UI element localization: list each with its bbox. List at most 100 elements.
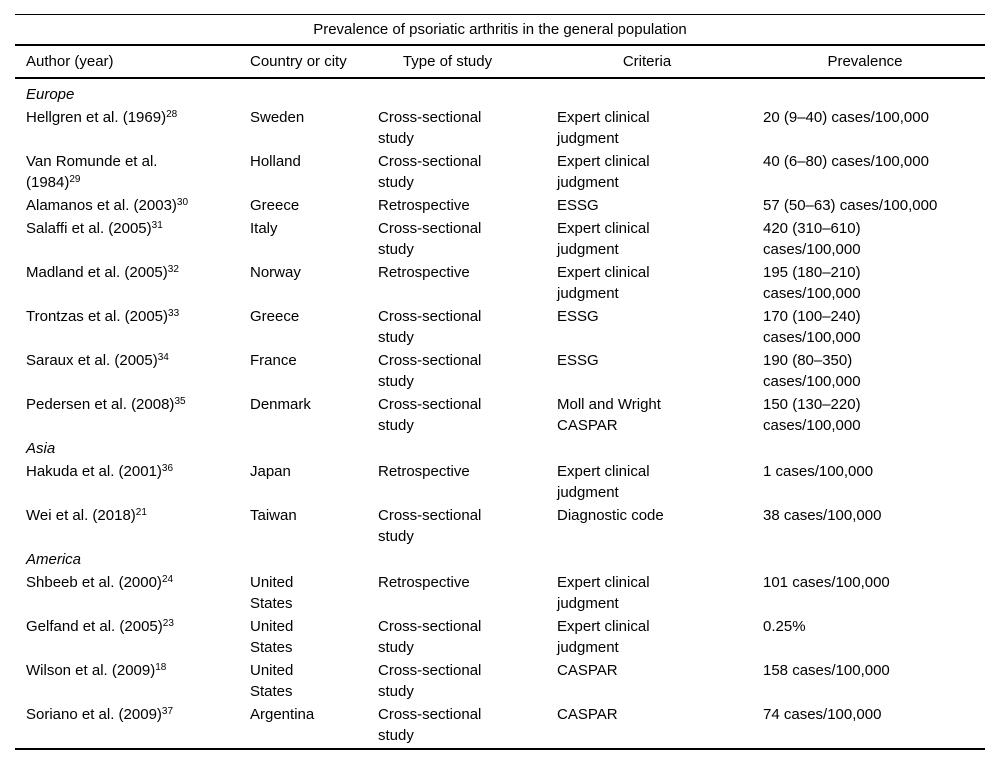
cell-type-of-study: Cross-sectional study	[378, 505, 557, 547]
cell-line: Hellgren et al. (1969)28	[26, 109, 178, 126]
cell-type-of-study: Retrospective	[378, 195, 557, 216]
cell-line: cases/100,000	[763, 417, 861, 434]
cell-type-of-study: Cross-sectional study	[378, 107, 557, 149]
cell-type-of-study: Retrospective	[378, 572, 557, 614]
table-row: Gelfand et al. (2005)23 United States Cross…	[15, 616, 985, 658]
cell-line: study	[378, 329, 414, 346]
cell-line: 1 cases/100,000	[763, 463, 874, 480]
cell-line: 190 (80–350)	[763, 352, 853, 369]
cell-line: States	[250, 683, 293, 700]
cell-author: Alamanos et al. (2003)30	[15, 195, 250, 216]
cell-prevalence: 38 cases/100,000	[763, 505, 985, 547]
cell-line: judgment	[557, 174, 619, 191]
cell-line: Expert clinical	[557, 463, 650, 480]
reference-superscript: 30	[176, 197, 189, 208]
cell-line: Cross-sectional	[378, 352, 482, 369]
cell-line: Denmark	[250, 396, 311, 413]
cell-line: 20 (9–40) cases/100,000	[763, 109, 929, 126]
cell-criteria: Moll and Wright CASPAR	[557, 394, 763, 436]
cell-line: Expert clinical	[557, 153, 650, 170]
reference-superscript: 37	[161, 706, 174, 717]
section-header-asia: Asia	[15, 438, 985, 459]
cell-country: United States	[250, 616, 378, 658]
cell-line: Japan	[250, 463, 291, 480]
cell-line: Cross-sectional	[378, 706, 482, 723]
cell-line: Alamanos et al. (2003)30	[26, 197, 189, 214]
table-row: Wei et al. (2018)21 Taiwan Cross-sectional…	[15, 505, 985, 547]
cell-line: Cross-sectional	[378, 109, 482, 126]
cell-line: study	[378, 130, 414, 147]
table-body: Europe Hellgren et al. (1969)28 Sweden Cros…	[15, 79, 985, 746]
cell-line: ESSG	[557, 352, 599, 369]
cell-type-of-study: Cross-sectional study	[378, 704, 557, 746]
cell-country: Japan	[250, 461, 378, 503]
cell-line: judgment	[557, 484, 619, 501]
cell-prevalence: 150 (130–220) cases/100,000	[763, 394, 985, 436]
cell-country: Greece	[250, 306, 378, 348]
cell-type-of-study: Cross-sectional study	[378, 660, 557, 702]
table-title: Prevalence of psoriatic arthritis in the…	[15, 15, 985, 46]
cell-author: Gelfand et al. (2005)23	[15, 616, 250, 658]
cell-prevalence: 170 (100–240) cases/100,000	[763, 306, 985, 348]
cell-criteria: Expert clinical judgment	[557, 218, 763, 260]
cell-criteria: CASPAR	[557, 704, 763, 746]
reference-superscript: 29	[69, 174, 81, 185]
cell-line: Van Romunde et al.	[26, 153, 158, 170]
cell-prevalence: 20 (9–40) cases/100,000	[763, 107, 985, 149]
cell-line: Saraux et al. (2005)34	[26, 352, 169, 369]
cell-criteria: CASPAR	[557, 660, 763, 702]
cell-line: Holland	[250, 153, 301, 170]
cell-line: 195 (180–210)	[763, 264, 861, 281]
cell-line: Cross-sectional	[378, 618, 482, 635]
cell-country: Greece	[250, 195, 378, 216]
cell-line: study	[378, 373, 414, 390]
cell-line: CASPAR	[557, 706, 618, 723]
cell-criteria: Expert clinical judgment	[557, 262, 763, 304]
cell-line: Trontzas et al. (2005)33	[26, 308, 180, 325]
cell-author: Van Romunde et al. (1984)29	[15, 151, 250, 193]
cell-author: Saraux et al. (2005)34	[15, 350, 250, 392]
cell-prevalence: 190 (80–350) cases/100,000	[763, 350, 985, 392]
cell-prevalence: 74 cases/100,000	[763, 704, 985, 746]
cell-line: Moll and Wright	[557, 396, 661, 413]
prevalence-table: Prevalence of psoriatic arthritis in the…	[15, 14, 985, 750]
cell-line: Salaffi et al. (2005)31	[26, 220, 163, 237]
cell-type-of-study: Cross-sectional study	[378, 350, 557, 392]
cell-line: Retrospective	[378, 574, 470, 591]
cell-author: Madland et al. (2005)32	[15, 262, 250, 304]
cell-author: Wei et al. (2018)21	[15, 505, 250, 547]
cell-line: CASPAR	[557, 417, 618, 434]
cell-type-of-study: Retrospective	[378, 262, 557, 304]
cell-line: 170 (100–240)	[763, 308, 861, 325]
reference-superscript: 21	[135, 507, 147, 518]
reference-superscript: 28	[166, 109, 178, 120]
cell-line: CASPAR	[557, 662, 618, 679]
cell-line: France	[250, 352, 297, 369]
cell-criteria: Expert clinical judgment	[557, 572, 763, 614]
column-header-prevalence: Prevalence	[827, 53, 903, 70]
table-row: Salaffi et al. (2005)31 Italy Cross-sectio…	[15, 218, 985, 260]
table-row: Soriano et al. (2009)37 Argentina Cross-se…	[15, 704, 985, 746]
cell-type-of-study: Cross-sectional study	[378, 616, 557, 658]
cell-country: Holland	[250, 151, 378, 193]
cell-criteria: ESSG	[557, 306, 763, 348]
column-header-criteria: Criteria	[622, 53, 672, 70]
cell-line: ESSG	[557, 197, 599, 214]
cell-prevalence: 40 (6–80) cases/100,000	[763, 151, 985, 193]
cell-author: Trontzas et al. (2005)33	[15, 306, 250, 348]
cell-line: study	[378, 174, 414, 191]
section-label: America	[26, 551, 82, 568]
cell-type-of-study: Cross-sectional study	[378, 151, 557, 193]
cell-line: States	[250, 639, 293, 656]
cell-line: judgment	[557, 639, 619, 656]
cell-criteria: Expert clinical judgment	[557, 616, 763, 658]
cell-criteria: Diagnostic code	[557, 505, 763, 547]
cell-line: Cross-sectional	[378, 662, 482, 679]
cell-country: Denmark	[250, 394, 378, 436]
cell-line: judgment	[557, 285, 619, 302]
cell-type-of-study: Cross-sectional study	[378, 306, 557, 348]
cell-line: Expert clinical	[557, 618, 650, 635]
cell-line: study	[378, 417, 414, 434]
cell-country: Taiwan	[250, 505, 378, 547]
cell-prevalence: 158 cases/100,000	[763, 660, 985, 702]
